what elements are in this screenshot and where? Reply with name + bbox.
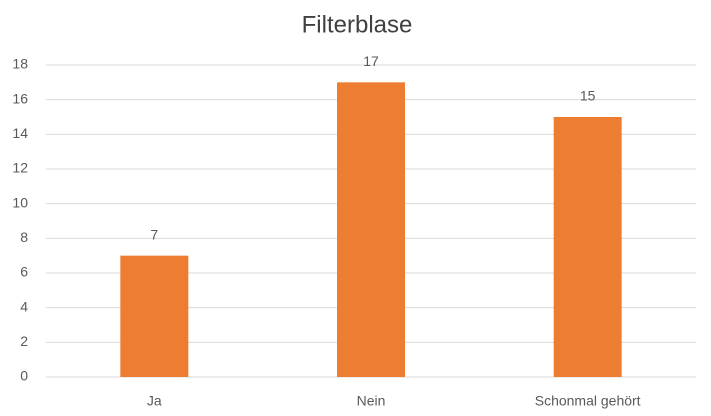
data-label: 7 xyxy=(150,226,158,242)
chart-title: Filterblase xyxy=(302,11,413,38)
y-tick-label: 18 xyxy=(12,56,28,72)
bar xyxy=(337,82,405,377)
y-tick-label: 6 xyxy=(20,264,28,280)
y-tick-label: 2 xyxy=(20,333,28,349)
bar xyxy=(553,117,622,377)
y-tick-label: 0 xyxy=(20,368,28,384)
x-tick-label: Schonmal gehört xyxy=(535,393,641,409)
bar xyxy=(120,255,189,377)
x-tick-label: Ja xyxy=(147,393,162,409)
y-tick-label: 16 xyxy=(12,90,28,106)
x-tick-label: Nein xyxy=(357,393,386,409)
data-label: 17 xyxy=(363,53,379,69)
y-tick-label: 4 xyxy=(20,298,28,314)
y-tick-label: 12 xyxy=(12,160,28,176)
y-tick-label: 14 xyxy=(12,125,28,141)
y-tick-label: 8 xyxy=(20,229,28,245)
y-tick-label: 10 xyxy=(12,194,28,210)
data-label: 15 xyxy=(580,88,596,104)
